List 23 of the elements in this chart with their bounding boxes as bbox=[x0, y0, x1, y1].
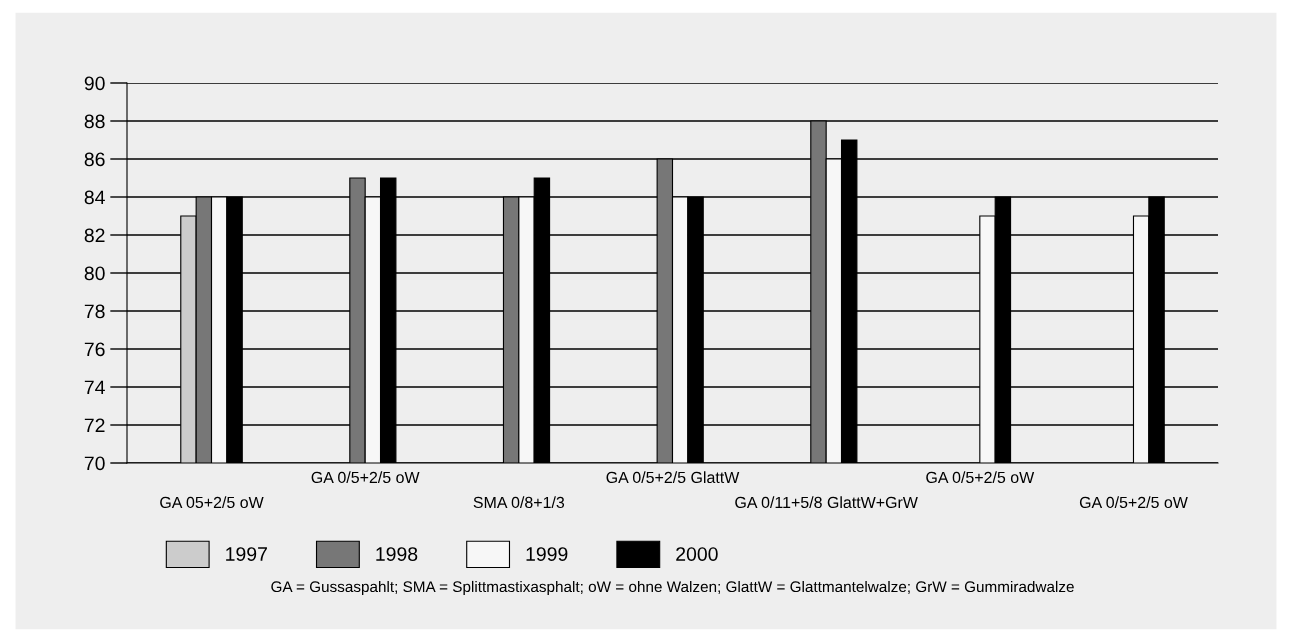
y-tick-label: 80 bbox=[84, 266, 105, 281]
x-tick-label: GA 0/5+2/5 oW bbox=[1079, 496, 1188, 509]
x-tick-label: GA 0/5+2/5 GlattW bbox=[606, 471, 740, 484]
y-tick-label: 78 bbox=[84, 304, 105, 319]
y-tick-label: 74 bbox=[84, 380, 105, 395]
x-tick-label: GA 0/11+5/8 GlattW+GrW bbox=[735, 496, 918, 509]
text: GA = Gussaspahlt; SMA = Splittmastixasphalt; oW = ohne Walzen; GlattW = Glattmantelwalze; GrW = Gummiradwalze bbox=[271, 580, 1074, 596]
y-tick-label: 72 bbox=[84, 418, 105, 433]
legend-label: 1998 bbox=[376, 547, 418, 561]
y-tick-label: 88 bbox=[84, 114, 105, 129]
y-tick-label: 90 bbox=[84, 76, 105, 91]
y-tick-label: 84 bbox=[84, 190, 105, 205]
x-tick-label: GA 0/5+2/5 oW bbox=[311, 471, 420, 484]
legend-label: 2000 bbox=[676, 547, 718, 561]
y-tick-label: 86 bbox=[84, 152, 105, 167]
legend-label: 1999 bbox=[526, 547, 568, 561]
legend-label: 1997 bbox=[226, 547, 267, 561]
y-tick-label: 82 bbox=[84, 228, 105, 243]
x-tick-label: GA 05+2/5 oW bbox=[160, 496, 264, 509]
x-tick-label: GA 0/5+2/5 oW bbox=[926, 471, 1035, 484]
y-tick-label: 76 bbox=[84, 342, 105, 357]
y-tick-label: 70 bbox=[84, 456, 105, 471]
x-tick-label: SMA 0/8+1/3 bbox=[473, 496, 565, 509]
